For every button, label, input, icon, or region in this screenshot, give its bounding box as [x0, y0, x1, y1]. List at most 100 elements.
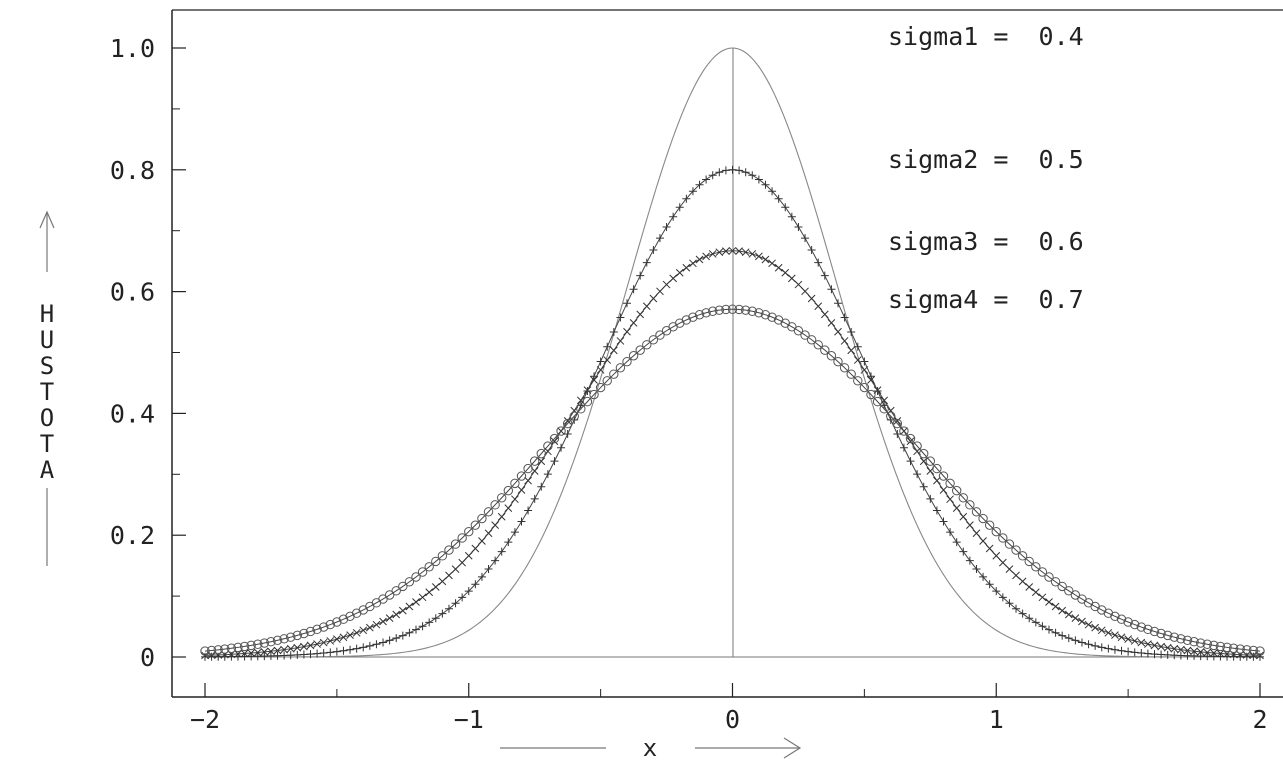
point-sigma4 [1228, 643, 1239, 653]
point-sigma3 [847, 346, 856, 355]
point-sigma3 [412, 598, 420, 606]
y-tick-label: 0.8 [110, 156, 155, 185]
point-sigma4 [932, 463, 942, 474]
point-sigma4 [332, 617, 342, 627]
point-sigma2 [992, 587, 1001, 596]
point-sigma4 [859, 382, 870, 393]
point-sigma3 [365, 623, 374, 632]
point-sigma3 [1084, 620, 1093, 629]
x-ticks: −2 −1 0 1 2 [190, 683, 1268, 734]
point-sigma3 [1150, 641, 1159, 650]
y-axis-title-letter: H [40, 300, 54, 328]
point-sigma2 [1045, 625, 1053, 634]
point-sigma2 [609, 328, 618, 337]
y-tick-label: 0.2 [110, 521, 155, 550]
point-sigma3 [939, 486, 948, 494]
point-sigma4 [846, 369, 856, 379]
point-sigma4 [833, 356, 843, 367]
point-sigma3 [596, 366, 605, 374]
point-sigma3 [735, 247, 743, 256]
point-sigma3 [286, 644, 295, 653]
point-sigma2 [1137, 649, 1146, 658]
point-sigma2 [458, 593, 467, 602]
point-sigma4 [239, 641, 250, 652]
point-sigma4 [318, 622, 329, 632]
point-sigma4 [1057, 581, 1067, 592]
point-sigma3 [755, 252, 763, 261]
point-sigma3 [524, 476, 532, 485]
x-tick-label: 0 [725, 705, 740, 734]
series-sigma2 [201, 165, 1264, 661]
series-line-sigma1 [205, 47, 1260, 658]
series-layer [200, 47, 1265, 661]
point-sigma4 [622, 356, 632, 367]
point-sigma2 [1018, 609, 1027, 618]
point-sigma3 [1025, 583, 1034, 591]
point-sigma4 [1064, 586, 1074, 596]
point-sigma2 [1084, 640, 1093, 649]
point-sigma4 [853, 376, 863, 386]
point-sigma2 [649, 246, 658, 255]
point-sigma2 [695, 180, 704, 189]
y-tick-label: 0.6 [110, 278, 155, 307]
point-sigma4 [806, 335, 817, 345]
point-sigma3 [636, 310, 645, 319]
point-sigma3 [234, 650, 242, 658]
point-sigma4 [754, 308, 764, 318]
point-sigma2 [688, 187, 697, 196]
point-sigma2 [530, 494, 539, 503]
point-sigma2 [655, 234, 664, 243]
y-title-arrow-head-icon [39, 210, 55, 229]
point-sigma4 [325, 619, 335, 630]
point-sigma3 [946, 495, 954, 504]
point-sigma4 [497, 493, 507, 503]
point-sigma3 [715, 248, 724, 257]
series-sigma4 [200, 304, 1265, 656]
point-sigma4 [529, 456, 540, 466]
point-sigma3 [1012, 571, 1020, 580]
point-sigma3 [992, 551, 1001, 560]
point-sigma3 [1144, 640, 1152, 648]
point-sigma3 [616, 337, 625, 345]
point-sigma4 [457, 533, 467, 543]
point-sigma4 [1248, 645, 1259, 656]
point-sigma3 [834, 327, 842, 336]
point-sigma3 [1031, 588, 1040, 597]
point-sigma2 [847, 328, 856, 337]
point-sigma2 [1256, 652, 1264, 661]
point-sigma2 [1005, 599, 1014, 608]
point-sigma2 [801, 234, 810, 243]
point-sigma3 [998, 558, 1007, 567]
point-sigma3 [952, 504, 961, 512]
point-sigma3 [1196, 648, 1205, 656]
point-sigma2 [636, 271, 645, 280]
point-sigma3 [458, 558, 467, 567]
point-sigma3 [933, 476, 941, 485]
point-sigma2 [372, 640, 381, 649]
point-sigma2 [972, 564, 981, 573]
point-sigma4 [905, 433, 916, 444]
point-sigma3 [431, 583, 440, 591]
point-sigma4 [866, 389, 876, 400]
point-sigma3 [293, 643, 302, 652]
y-axis-title-letter: T [40, 430, 54, 458]
point-sigma2 [768, 187, 777, 196]
point-sigma3 [1111, 631, 1119, 639]
point-sigma3 [385, 614, 394, 623]
point-sigma2 [332, 647, 341, 656]
point-sigma2 [444, 604, 453, 613]
point-sigma3 [1163, 643, 1172, 652]
point-sigma4 [398, 581, 408, 592]
point-sigma3 [398, 606, 407, 615]
point-sigma2 [642, 258, 651, 267]
point-sigma4 [569, 411, 579, 421]
point-sigma3 [491, 521, 499, 529]
y-axis-title-letter: U [40, 326, 54, 354]
point-sigma4 [206, 645, 217, 656]
point-sigma2 [510, 528, 519, 537]
point-sigma4 [1149, 626, 1160, 637]
point-sigma2 [893, 429, 902, 438]
legend-entry-sigma1: sigma1 = 0.4 [888, 22, 1084, 51]
point-sigma4 [800, 330, 810, 340]
point-sigma3 [675, 268, 684, 277]
